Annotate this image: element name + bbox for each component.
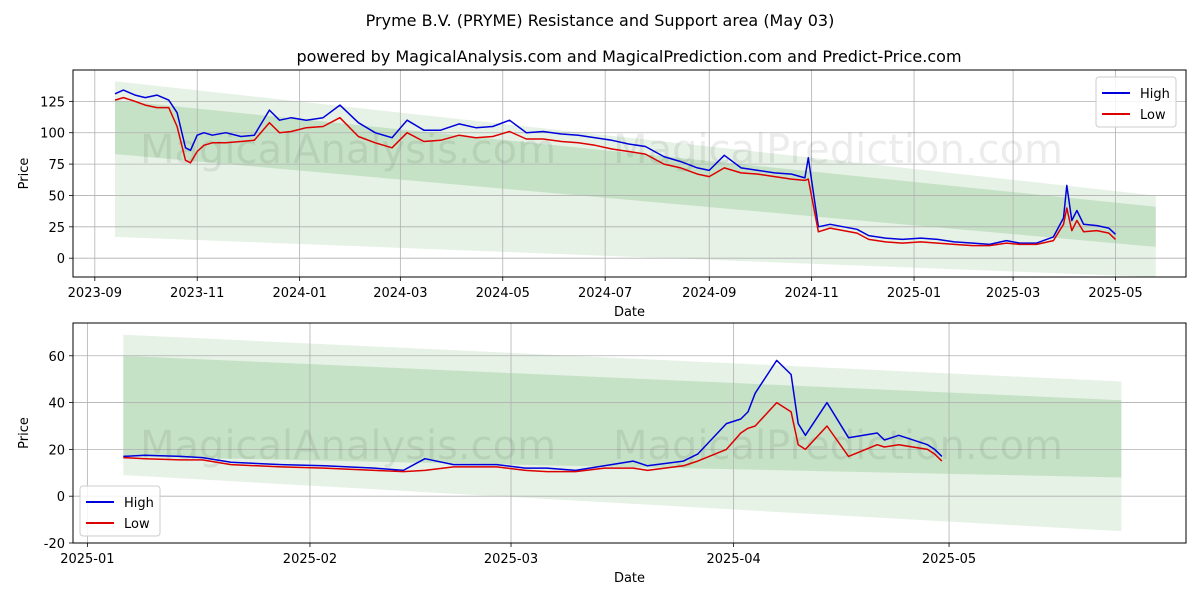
- top-xtick-label: 2024-05: [476, 286, 530, 301]
- bottom-ytick-label: 60: [48, 350, 65, 365]
- top-ytick-label: 50: [48, 189, 65, 204]
- top-series-low-line: [114, 96, 1117, 247]
- top-band-inner: [115, 100, 1156, 247]
- bottom-plot-frame: [72, 322, 1187, 544]
- top-panel: 2023-09 2023-11 2024-01 2024-03 2024-05 2024-…: [17, 69, 1187, 320]
- bottom-xtick-label: 2025-02: [283, 552, 337, 567]
- top-legend: High Low: [1095, 76, 1177, 128]
- top-xtick-label: 2024-07: [578, 286, 632, 301]
- bottom-legend-label-low: Low: [124, 517, 150, 532]
- bottom-ytick-label: -20: [44, 537, 65, 552]
- top-ytick-label: 0: [57, 252, 65, 267]
- chart-title: Pryme B.V. (PRYME) Resistance and Suppor…: [366, 11, 835, 30]
- top-watermark-2: MagicalPrediction.com: [613, 127, 1063, 173]
- top-xtick-label: 2024-01: [272, 286, 326, 301]
- top-legend-label-low: Low: [1140, 108, 1166, 123]
- top-xtick-label: 2025-05: [1088, 286, 1142, 301]
- bottom-xtick-label: 2025-04: [706, 552, 760, 567]
- top-ytick-label: 100: [40, 127, 65, 142]
- top-band-outer: [115, 81, 1156, 277]
- bottom-x-axis-label: Date: [614, 571, 645, 586]
- bottom-panel: 2025-01 2025-02 2025-03 2025-04 2025-05 -20 0 2…: [17, 322, 1187, 586]
- top-xtick-label: 2025-03: [986, 286, 1040, 301]
- top-xtick-label: 2025-01: [887, 286, 941, 301]
- bottom-legend: High Low: [79, 485, 161, 537]
- top-xtick-label: 2024-03: [373, 286, 427, 301]
- bottom-y-axis-label: Price: [17, 417, 32, 449]
- bottom-xtick-label: 2025-05: [922, 552, 976, 567]
- bottom-series-low-line: [123, 401, 943, 473]
- bottom-series-high-line: [123, 359, 943, 472]
- bottom-legend-label-high: High: [124, 496, 154, 511]
- chart-subtitle: powered by MagicalAnalysis.com and Magic…: [296, 47, 961, 66]
- top-y-axis-label: Price: [17, 158, 32, 190]
- top-series-high-line: [114, 89, 1117, 246]
- top-xtick-label: 2023-09: [68, 286, 122, 301]
- bottom-watermark-1: MagicalAnalysis.com: [140, 423, 556, 469]
- top-xtick-label: 2023-11: [170, 286, 224, 301]
- top-ytick-label: 75: [48, 158, 65, 173]
- bottom-xtick-label: 2025-03: [484, 552, 538, 567]
- top-xtick-label: 2024-11: [784, 286, 838, 301]
- bottom-xtick-label: 2025-01: [60, 552, 114, 567]
- bottom-watermark-2: MagicalPrediction.com: [613, 423, 1063, 469]
- bottom-ytick-label: 0: [57, 490, 65, 505]
- top-plot-frame: [72, 69, 1187, 278]
- top-legend-label-high: High: [1140, 87, 1170, 102]
- bottom-ytick-label: 20: [48, 443, 65, 458]
- top-ytick-label: 25: [48, 221, 65, 236]
- top-xtick-label: 2024-09: [682, 286, 736, 301]
- bottom-band-outer: [123, 334, 1122, 532]
- top-x-axis-label: Date: [614, 305, 645, 320]
- top-ytick-label: 125: [40, 95, 65, 110]
- bottom-ytick-label: 40: [48, 397, 65, 412]
